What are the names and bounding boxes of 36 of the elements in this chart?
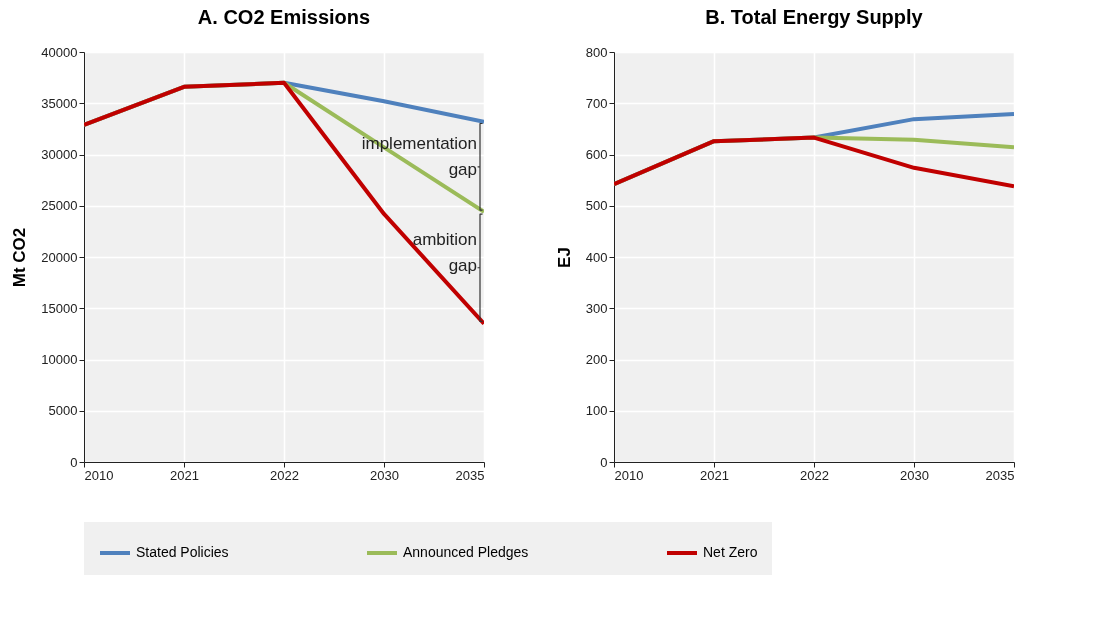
x-tick-label: 2030 <box>370 467 399 483</box>
legend-label: Net Zero <box>703 544 758 560</box>
y-tick-label: 15000 <box>41 300 78 316</box>
x-tick-label: 2010 <box>84 467 114 483</box>
y-tick-label: 30000 <box>41 147 78 162</box>
y-tick-label: 10000 <box>41 352 78 367</box>
y-axis-title: Mt CO2 <box>10 227 30 288</box>
y-tick-label: 35000 <box>41 95 78 111</box>
y-tick-label: 0 <box>600 454 608 470</box>
y-tick-label: 40000 <box>41 44 78 60</box>
chart-title: A. CO2 Emissions <box>197 6 371 28</box>
x-tick-label: 2021 <box>170 467 199 483</box>
y-tick-label: 600 <box>585 147 608 162</box>
x-tick-label: 2035 <box>455 467 485 483</box>
legend-label: Stated Policies <box>136 544 229 560</box>
x-tick-label: 2022 <box>270 467 299 483</box>
y-tick-label: 25000 <box>41 198 78 214</box>
y-tick-label: 300 <box>585 300 608 316</box>
legend-label: Announced Pledges <box>403 544 529 560</box>
x-tick-label: 2035 <box>985 467 1015 483</box>
y-tick-label: 800 <box>585 44 608 60</box>
x-tick-label: 2021 <box>700 467 729 483</box>
y-axis-title: EJ <box>554 247 574 268</box>
y-tick-label: 20000 <box>41 249 78 265</box>
x-tick-label: 2010 <box>614 467 644 483</box>
y-tick-label: 200 <box>585 352 608 367</box>
annotation: ambition gap <box>412 229 477 275</box>
y-tick-label: 0 <box>70 454 78 470</box>
x-tick-label: 2022 <box>800 467 829 483</box>
x-tick-label: 2030 <box>900 467 929 483</box>
y-tick-label: 5000 <box>48 403 78 419</box>
y-tick-label: 700 <box>585 95 608 111</box>
y-tick-label: 500 <box>585 198 608 214</box>
chart-title: B. Total Energy Supply <box>705 6 924 28</box>
y-tick-label: 400 <box>585 249 608 265</box>
y-tick-label: 100 <box>585 403 608 419</box>
